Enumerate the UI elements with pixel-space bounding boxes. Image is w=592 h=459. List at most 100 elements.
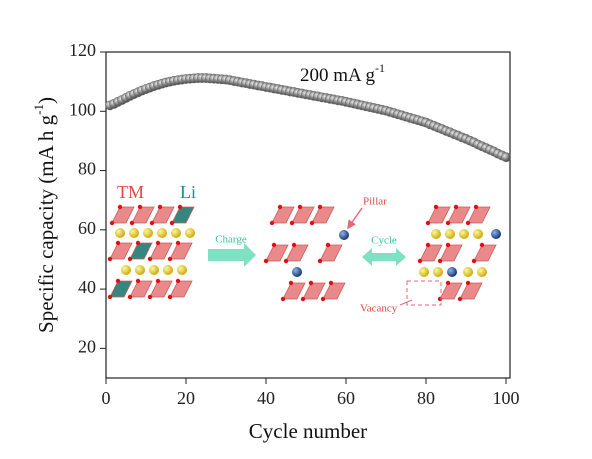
octahedron (171, 206, 195, 224)
atom (143, 228, 153, 238)
oxygen (465, 220, 471, 226)
y-label-end: ) (34, 97, 58, 104)
oxygen (288, 280, 294, 286)
oxygen (129, 220, 135, 226)
oxygen (117, 204, 123, 210)
y-tick-label: 100 (69, 99, 96, 119)
atom (135, 265, 145, 275)
atom (157, 228, 167, 238)
y-label-text: Specific capacity (mA h g (34, 114, 58, 333)
oxygen (115, 278, 121, 284)
x-tick-label: 20 (177, 388, 195, 408)
atom (129, 228, 139, 238)
vacancy-box (406, 280, 442, 306)
annotation: 200 mA g-1 (300, 61, 385, 87)
octahedron (322, 282, 346, 300)
oxygen (297, 204, 303, 210)
charge-arrow (208, 243, 256, 267)
oxygen (277, 204, 283, 210)
oxygen (471, 258, 477, 264)
octahedron (302, 282, 326, 300)
pillar-pointer (347, 207, 363, 230)
octahedron (447, 206, 471, 224)
octahedron (129, 242, 153, 260)
oxygen (127, 294, 133, 300)
oxygen (453, 204, 459, 210)
oxygen (135, 278, 141, 284)
octahedron (282, 282, 306, 300)
octahedron (473, 244, 497, 262)
oxygen (107, 294, 113, 300)
oxygen (109, 220, 115, 226)
atom (445, 229, 455, 239)
oxygen (417, 258, 423, 264)
oxygen (309, 220, 315, 226)
octahedron (111, 206, 135, 224)
oxygen (300, 296, 306, 302)
octahedron (285, 244, 309, 262)
octahedron (439, 244, 463, 262)
oxygen (317, 258, 323, 264)
oxygen (135, 240, 141, 246)
octahedron (131, 206, 155, 224)
oxygen (175, 240, 181, 246)
oxygen (269, 220, 275, 226)
oxygen (445, 220, 451, 226)
pillar-ion (491, 229, 501, 239)
oxygen (445, 280, 451, 286)
y-tick-label: 40 (78, 277, 96, 297)
oxygen (437, 296, 443, 302)
oxygen (149, 220, 155, 226)
octahedron (271, 206, 295, 224)
atom (163, 265, 173, 275)
oxygen (457, 296, 463, 302)
octahedron (109, 280, 133, 298)
oxygen (155, 240, 161, 246)
y-tick-label: 120 (69, 40, 96, 60)
y-tick-label: 20 (78, 336, 96, 356)
x-tick-label: 40 (257, 388, 275, 408)
oxygen (169, 220, 175, 226)
oxygen (175, 278, 181, 284)
oxygen (167, 294, 173, 300)
octahedron (459, 282, 483, 300)
plot-frame (105, 51, 511, 379)
oxygen (425, 220, 431, 226)
atom (459, 229, 469, 239)
cycle-arrow (362, 248, 406, 266)
octahedron (129, 280, 153, 298)
atom (121, 265, 131, 275)
oxygen (177, 204, 183, 210)
annotation-text: 200 mA g (300, 65, 375, 86)
octahedron (319, 244, 343, 262)
inset-label: TM (117, 182, 144, 202)
oxygen (147, 294, 153, 300)
octahedron (439, 282, 463, 300)
data-point (501, 152, 511, 163)
oxygen (473, 204, 479, 210)
oxygen (115, 240, 121, 246)
oxygen (308, 280, 314, 286)
octahedron (427, 206, 451, 224)
oxygen (280, 296, 286, 302)
inset-label: Pillar (363, 196, 387, 208)
annotation-sup: -1 (375, 61, 385, 75)
oxygen (465, 280, 471, 286)
oxygen (263, 258, 269, 264)
x-tick-label: 60 (337, 388, 355, 408)
pillar-ion (339, 230, 349, 240)
vacancy-pointer (399, 299, 413, 306)
octahedron (467, 206, 491, 224)
inset-label: Charge (215, 234, 247, 246)
octahedron (265, 244, 289, 262)
atom (473, 229, 483, 239)
oxygen (155, 278, 161, 284)
oxygen (479, 242, 485, 248)
inset-label: Li (180, 182, 196, 202)
atom (477, 267, 487, 277)
x-axis-label: Cycle number (249, 419, 367, 443)
atom (419, 267, 429, 277)
x-tick-label: 100 (493, 388, 520, 408)
oxygen (127, 256, 133, 262)
